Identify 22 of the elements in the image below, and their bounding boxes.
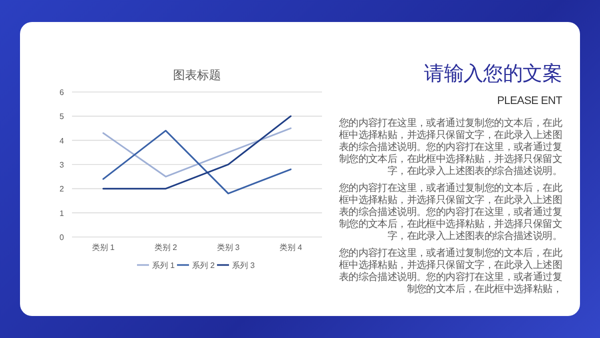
legend-label: 系列 2	[192, 261, 216, 270]
x-tick-label: 类别 1	[92, 243, 116, 252]
y-tick-label: 5	[60, 112, 65, 122]
text: 您的内容打在这里，或者通过复制您的文本后，在此框中选择粘贴，并选择只保留文字，在此录入上述图表的综合描述说明。您的内容打在这里，或者通过复制您的文本后，在此框中选择粘贴，	[338, 248, 562, 296]
line-series	[102, 130, 292, 194]
y-tick-label: 1	[60, 208, 65, 218]
chart-title: 图表标题	[173, 68, 221, 82]
text: 您的内容打在这里，或者通过复制您的文本后，在此框中选择粘贴，并选择只保留文字，在此录入上述图表的综合描述说明。您的内容打在这里，或者通过复制您的文本后，在此框中选择粘贴，并选择只保留文字，在此录入上述图表的综合描述说明。	[338, 118, 562, 178]
text: PLEASE ENT	[496, 94, 562, 108]
text: 您的内容打在这里，或者通过复制您的文本后，在此框中选择粘贴，并选择只保留文字，在此录入上述图表的综合描述说明。您的内容打在这里，或者通过复制您的文本后，在此框中选择粘贴，并选择只保留文字，在此录入上述图表的综合描述说明。	[338, 183, 562, 243]
y-tick-label: 6	[60, 88, 65, 97]
x-tick-label: 类别 3	[216, 243, 240, 252]
legend-label: 系列 3	[232, 261, 256, 270]
y-tick-label: 4	[60, 136, 65, 146]
x-tick-label: 类别 4	[279, 243, 303, 252]
y-tick-label: 0	[60, 233, 65, 242]
y-tick-label: 2	[60, 184, 65, 194]
legend-label: 系列 1	[152, 261, 176, 270]
line-series	[102, 127, 292, 178]
y-tick-label: 3	[60, 160, 65, 170]
text: 请输入您的文案	[423, 62, 562, 86]
x-tick-label: 类别 2	[154, 243, 178, 252]
